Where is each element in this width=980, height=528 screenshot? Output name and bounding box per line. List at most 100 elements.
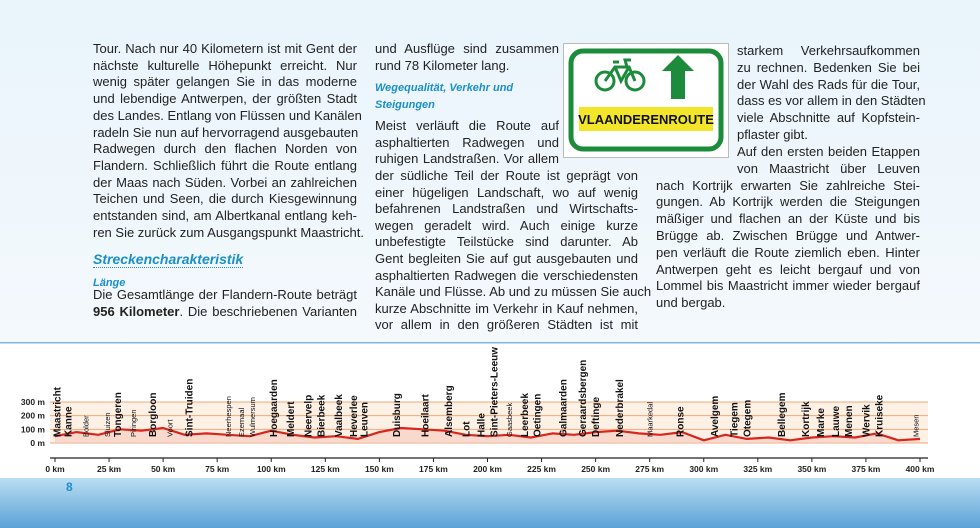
x-tick-label: 350 km bbox=[797, 464, 826, 474]
text-line: ren Sie zurück zum Ausgangspunkt Maastri… bbox=[93, 224, 364, 240]
text-line: starkem Verkehrsaufkommen bbox=[737, 43, 920, 58]
text-line: Meist verläuft die Route auf bbox=[375, 118, 559, 133]
bold-text: 956 Kilometer bbox=[93, 304, 180, 319]
place-label: Neerhespen bbox=[224, 396, 233, 437]
text-line: entstanden sind, am Albertkanal entlang … bbox=[93, 208, 357, 223]
text-line: Flandern. Schließlich führt die Route en… bbox=[93, 157, 357, 173]
text-line: und lebendige Antwerpen, der größten Sta… bbox=[93, 91, 357, 107]
place-label: Maastricht bbox=[53, 386, 64, 437]
text-line: viele Abschnitte auf Kopfstein- bbox=[737, 110, 920, 126]
place-label: Deftinge bbox=[591, 397, 602, 437]
place-label: Gaasbeek bbox=[505, 403, 514, 437]
text-line: Gent begleiten Sie auf gut ausgebauten u… bbox=[375, 251, 638, 266]
x-tick-label: 275 km bbox=[635, 464, 664, 474]
text-line: und Ausflüge sind zusammen bbox=[375, 41, 559, 56]
place-label: Neervelp bbox=[304, 395, 315, 437]
place-label: Oetingen bbox=[533, 394, 544, 437]
route-sign: VLAANDERENROUTE bbox=[563, 43, 729, 158]
place-label: Maarkedal bbox=[646, 402, 655, 437]
text-line: Radwegen durch den flachen Norden von bbox=[93, 141, 357, 157]
x-tick-label: 150 km bbox=[365, 464, 394, 474]
profile-border bbox=[0, 342, 980, 344]
x-tick-label: 50 km bbox=[151, 464, 176, 474]
place-label: Otegem bbox=[743, 400, 754, 437]
place-label: Marke bbox=[816, 408, 827, 437]
place-label: Kruiseke bbox=[874, 394, 885, 437]
text-line: Kanäle und Flüsse. Ab und zu müssen Sie … bbox=[375, 284, 652, 300]
text-line: kurze Abschnitte im Verkehr in Kauf nehm… bbox=[375, 300, 638, 316]
place-label: Ezemaal bbox=[237, 407, 246, 437]
place-label: Voort bbox=[166, 419, 175, 437]
place-label: Sint-Truiden bbox=[185, 379, 196, 437]
text-line: Lommel bis Maastricht immer wieder berga… bbox=[656, 278, 920, 294]
place-label: Hoegaarden bbox=[269, 379, 280, 437]
text-line: nächste kulturelle Höhepunkt erreicht. N… bbox=[93, 57, 357, 73]
place-label: Hoeilaart bbox=[420, 394, 431, 437]
place-label: Alsemberg bbox=[444, 385, 455, 437]
place-label: Menen bbox=[844, 405, 855, 437]
text-line: gungen. Ab Kortrijk werden die Steigunge… bbox=[656, 194, 920, 210]
y-tick-label: 100 m bbox=[21, 424, 46, 434]
y-tick-label: 300 m bbox=[21, 397, 46, 407]
y-tick-label: 0 m bbox=[30, 438, 45, 448]
subheading: Länge bbox=[93, 277, 126, 289]
x-tick-label: 325 km bbox=[743, 464, 772, 474]
x-tick-label: 175 km bbox=[419, 464, 448, 474]
place-label: Kortrijk bbox=[801, 401, 812, 437]
text-line: Brügge ab. Zwischen Brügge und Antwer- bbox=[656, 227, 920, 243]
text-line: dass es vor allem in den Städten bbox=[737, 93, 926, 109]
sign-border bbox=[568, 48, 724, 152]
place-label: Meldert bbox=[286, 401, 297, 437]
place-label: Geraardsbergen bbox=[578, 360, 589, 437]
place-label: Wulmersum bbox=[248, 397, 257, 437]
place-label: Wervik bbox=[861, 404, 872, 437]
x-tick-label: 375 km bbox=[852, 464, 881, 474]
place-label: Leuven bbox=[360, 402, 371, 437]
place-label: Tongeren bbox=[113, 392, 124, 437]
subheading: Steigungen bbox=[375, 99, 435, 111]
place-label: Vaalbeek bbox=[334, 394, 345, 437]
place-label: Bierbeek bbox=[317, 394, 328, 437]
bike-icon bbox=[594, 58, 646, 92]
x-tick-label: 0 km bbox=[45, 464, 65, 474]
place-label: Lot bbox=[461, 421, 472, 437]
text-line: Die Gesamtlänge der Flandern-Route beträ… bbox=[93, 287, 357, 302]
text-line: und bergab. bbox=[656, 295, 726, 311]
text-line: befahrenen Landstraßen und Wirtschafts- bbox=[375, 201, 638, 217]
x-tick-label: 300 km bbox=[689, 464, 718, 474]
place-label: Halle bbox=[477, 413, 488, 437]
x-tick-label: 250 km bbox=[581, 464, 610, 474]
text-line: unbefestigte Teilstücke sind darunter. A… bbox=[375, 234, 638, 250]
place-label: Leerbeek bbox=[520, 393, 531, 437]
page-number: 8 bbox=[66, 480, 73, 494]
text-line: von Maastricht über Leuven bbox=[737, 160, 920, 176]
place-label: Sluizen bbox=[103, 412, 112, 437]
text-line: der südliche Teil der Route ist geprägt … bbox=[375, 168, 638, 183]
subheading: Wegequalität, Verkehr und bbox=[375, 82, 514, 94]
place-label: Avelgem bbox=[710, 396, 721, 437]
text-line: einer hügeligen Landschaft, wo auf wenig bbox=[375, 184, 638, 200]
text-line: asphaltierten Radwegen die verschiedenst… bbox=[375, 267, 638, 283]
place-label: Galmaarden bbox=[559, 379, 570, 437]
x-tick-label: 25 km bbox=[97, 464, 122, 474]
text-line: der Wahl des Rads für die Tour, bbox=[737, 76, 920, 92]
x-tick-label: 100 km bbox=[257, 464, 286, 474]
text-line: mäßiger und flachen an der Küste und bis bbox=[656, 211, 920, 227]
x-tick-label: 400 km bbox=[906, 464, 935, 474]
place-label: Piringen bbox=[129, 409, 138, 437]
text-line: wenig später gelangen Sie in das moderne bbox=[93, 74, 357, 90]
place-label: Heverlee bbox=[349, 395, 360, 437]
place-label: Lauwe bbox=[831, 405, 842, 437]
text-line: Tour. Nach nur 40 Kilometern ist mit Gen… bbox=[93, 41, 357, 56]
place-label: Borgloon bbox=[148, 393, 159, 437]
text-line: pen verläuft die Route ziemlich eben. Hi… bbox=[656, 244, 920, 260]
x-tick-label: 200 km bbox=[473, 464, 502, 474]
text-line: Auf den ersten beiden Etappen bbox=[737, 143, 920, 159]
place-label: Sint-Pieters-Leeuw bbox=[490, 347, 501, 437]
text-line: zu rechnen. Bedenken Sie bei bbox=[737, 59, 920, 75]
text-line: pflaster gibt. bbox=[737, 127, 808, 142]
x-tick-label: 75 km bbox=[205, 464, 230, 474]
place-label: Tiegem bbox=[730, 402, 741, 437]
text-line: Teichen und Seen, die durch Kiesgewinnun… bbox=[93, 191, 357, 207]
